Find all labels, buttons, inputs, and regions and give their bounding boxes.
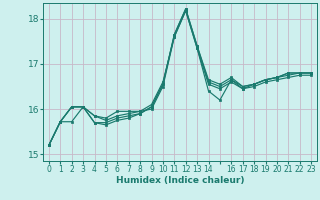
X-axis label: Humidex (Indice chaleur): Humidex (Indice chaleur) — [116, 176, 244, 185]
